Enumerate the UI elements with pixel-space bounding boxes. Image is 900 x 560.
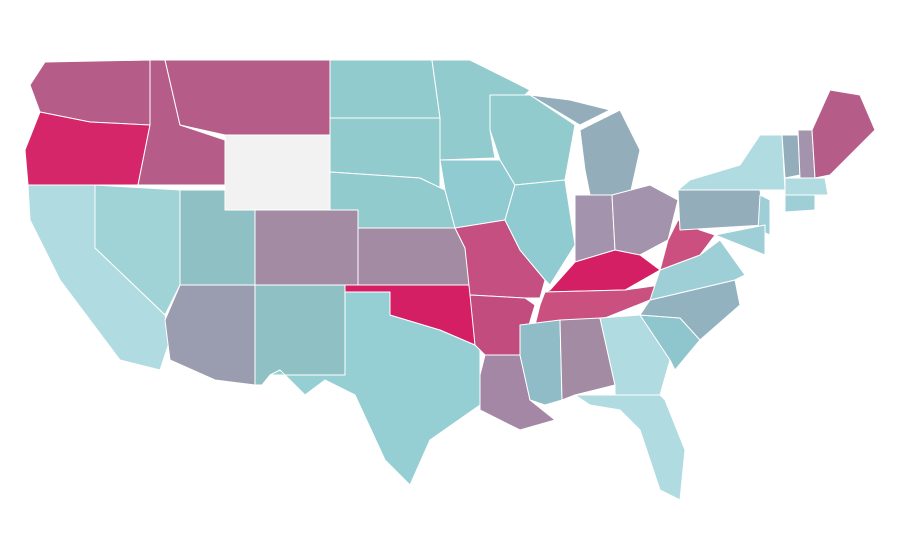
state-region bbox=[224, 134, 331, 211]
state-region bbox=[579, 109, 641, 196]
state-region bbox=[431, 59, 531, 161]
state-region bbox=[357, 227, 471, 286]
state-region bbox=[677, 134, 786, 191]
state-region bbox=[504, 179, 576, 286]
state-region bbox=[164, 59, 331, 136]
state-region bbox=[534, 284, 661, 326]
state-region bbox=[784, 177, 829, 196]
state-region bbox=[784, 194, 816, 213]
state-region bbox=[714, 224, 766, 256]
state-region bbox=[811, 89, 876, 179]
state-region bbox=[781, 134, 801, 179]
state-region bbox=[164, 284, 256, 386]
state-region bbox=[254, 209, 359, 286]
state-region bbox=[254, 284, 346, 386]
state-region bbox=[329, 59, 441, 119]
state-region bbox=[559, 317, 616, 401]
state-region bbox=[27, 184, 171, 371]
state-region bbox=[544, 249, 661, 293]
state-region bbox=[757, 194, 771, 236]
state-region bbox=[677, 189, 766, 231]
state-region bbox=[529, 94, 611, 126]
state-region bbox=[574, 394, 686, 501]
